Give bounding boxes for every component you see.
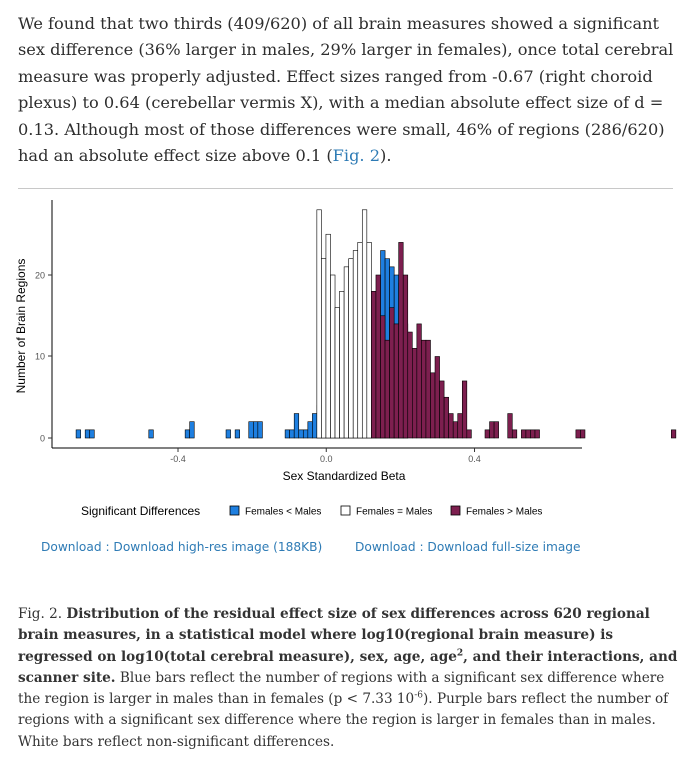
- histogram-bar: [148, 429, 154, 439]
- legend-swatch: [340, 505, 351, 516]
- histogram-bar: [339, 291, 345, 439]
- histogram-bar: [448, 413, 454, 439]
- caption-bold-title: Distribution of the residual effect size…: [18, 606, 678, 686]
- histogram-bar: [466, 429, 472, 439]
- histogram-bar: [361, 209, 368, 439]
- histogram-bar: [75, 429, 81, 439]
- histogram-bar: [525, 429, 531, 439]
- histogram-bar: [371, 291, 377, 439]
- histogram-bar: [671, 429, 677, 439]
- histogram-bar: [312, 413, 318, 439]
- histogram-bar: [366, 242, 372, 439]
- histogram-bar: [457, 413, 463, 439]
- histogram-bar: [289, 429, 295, 439]
- histogram-bar: [493, 421, 499, 439]
- histogram-bar: [384, 339, 390, 439]
- histogram-bar: [357, 242, 363, 439]
- histogram-bar: [393, 323, 399, 439]
- histogram-bar: [321, 258, 327, 439]
- histogram-bar: [434, 356, 440, 439]
- histogram-bar: [484, 429, 490, 439]
- histogram-bar: [352, 250, 359, 439]
- paragraph-text-end: ).: [380, 146, 392, 166]
- y-tick-label: 0: [40, 434, 45, 444]
- legend-label: Females > Males: [466, 507, 542, 518]
- x-tick-label: 0.0: [320, 454, 333, 464]
- histogram-bar: [334, 307, 340, 439]
- histogram-bar: [402, 274, 409, 439]
- y-tick-label: 10: [35, 352, 45, 362]
- histogram-bar: [257, 421, 263, 439]
- fig2-link[interactable]: Fig. 2: [332, 146, 381, 166]
- y-axis-label: Number of Brain Regions: [14, 259, 28, 394]
- y-tick-label: 20: [35, 271, 45, 281]
- histogram-bar: [530, 429, 536, 439]
- legend-swatch: [229, 505, 240, 516]
- histogram-bar: [302, 429, 309, 439]
- caption-label: Fig. 2.: [18, 606, 63, 622]
- histogram-bar: [375, 274, 381, 439]
- histogram-bar: [398, 242, 404, 439]
- legend-swatch: [450, 505, 461, 516]
- histogram-bar: [380, 315, 386, 439]
- histogram-bar: [452, 421, 459, 439]
- histogram-bar: [343, 266, 349, 439]
- x-axis-label: Sex Standardized Beta: [283, 469, 406, 483]
- histogram-bar: [184, 429, 190, 439]
- histogram-bar: [439, 380, 445, 439]
- download-highres-link[interactable]: Download : Download high-res image (188K…: [41, 540, 323, 554]
- histogram-bar: [298, 429, 304, 439]
- histogram-bar: [325, 233, 331, 439]
- legend-label: Females = Males: [356, 507, 432, 518]
- legend-title: Significant Differences: [81, 504, 200, 518]
- histogram-bar: [234, 429, 240, 439]
- histogram-bar: [461, 380, 468, 439]
- histogram-bar: [412, 348, 418, 439]
- body-paragraph: We found that two thirds (409/620) of al…: [18, 11, 680, 169]
- histogram-bar: [248, 421, 254, 439]
- histogram-bar: [407, 331, 413, 439]
- divider: [18, 188, 673, 189]
- figure-caption: Fig. 2. Distribution of the residual eff…: [18, 604, 682, 753]
- x-tick-label: -0.4: [170, 454, 186, 464]
- histogram-bar: [253, 421, 259, 439]
- histogram-bar: [416, 323, 422, 439]
- histogram-bar: [89, 429, 95, 439]
- histogram-bar: [189, 421, 195, 439]
- histogram-bar: [507, 413, 513, 439]
- histogram-bar: [389, 307, 395, 439]
- histogram-bar: [348, 258, 354, 439]
- histogram-bar: [425, 339, 431, 439]
- histogram-bar: [284, 429, 290, 439]
- histogram-bar: [307, 421, 313, 439]
- caption-body: Blue bars reflect the number of regions …: [18, 669, 669, 750]
- histogram-bar: [511, 429, 518, 439]
- histogram-chart: 0 10 20 -0.4 0.0 0.4 Sex Standardized Beta Numb…: [14, 200, 677, 518]
- legend-label: Females < Males: [245, 507, 321, 518]
- histogram-bar: [580, 429, 586, 439]
- histogram-bar: [316, 209, 322, 439]
- histogram-bar: [430, 372, 436, 439]
- histogram-bar: [575, 429, 581, 439]
- histogram-bar: [521, 429, 527, 439]
- histogram-bar: [330, 274, 336, 439]
- download-fullsize-link[interactable]: Download : Download full-size image: [355, 540, 581, 554]
- histogram-bar: [225, 429, 231, 439]
- paragraph-text: We found that two thirds (409/620) of al…: [18, 14, 674, 166]
- histogram-bar: [293, 413, 300, 439]
- x-tick-label: 0.4: [468, 454, 481, 464]
- histogram-bar: [421, 339, 427, 439]
- histogram-bar: [534, 429, 540, 439]
- histogram-bar: [84, 429, 91, 439]
- histogram-bar: [489, 421, 495, 439]
- histogram-bar: [443, 396, 449, 439]
